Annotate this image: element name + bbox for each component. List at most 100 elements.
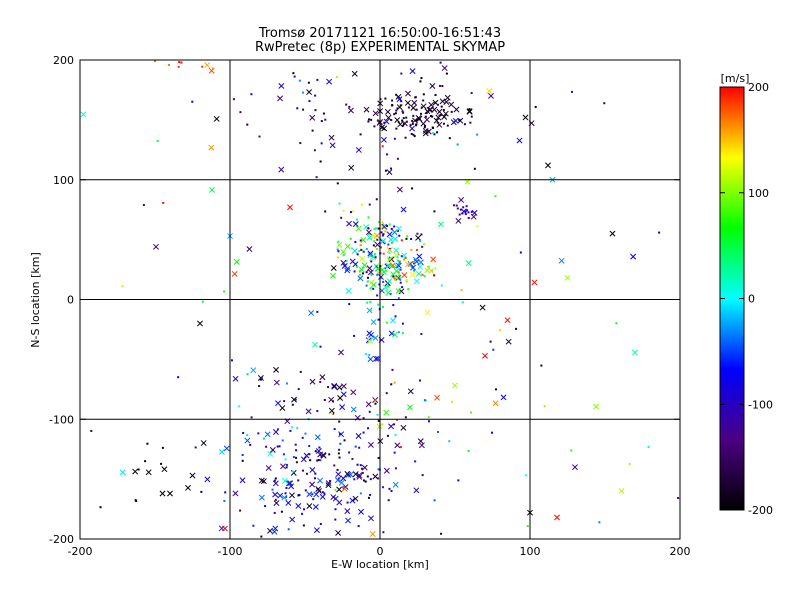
data-point-cross xyxy=(396,186,403,193)
data-point-dot xyxy=(423,399,426,402)
data-point-cross xyxy=(281,494,288,501)
data-point-cross xyxy=(488,92,494,99)
data-point-dot xyxy=(388,247,391,250)
data-point-dot xyxy=(396,229,399,232)
data-point-cross xyxy=(345,287,352,294)
data-point-dot xyxy=(212,67,215,70)
data-point-dot xyxy=(318,446,321,449)
data-point-cross xyxy=(418,442,425,449)
data-point-cross xyxy=(317,477,324,484)
data-point-cross xyxy=(394,117,401,123)
data-point-cross xyxy=(368,515,374,522)
data-point-cross xyxy=(349,258,356,265)
data-point-dot xyxy=(334,508,337,511)
data-point-dot xyxy=(423,243,426,246)
data-point-dot xyxy=(286,463,289,466)
data-point-cross xyxy=(335,471,342,478)
data-point-dot xyxy=(343,264,346,267)
data-point-cross xyxy=(326,78,333,85)
data-point-dot xyxy=(260,535,263,538)
data-point-dot xyxy=(354,445,357,448)
data-point-cross xyxy=(448,101,455,108)
data-point-dot xyxy=(293,75,296,78)
data-point-dot xyxy=(324,210,327,213)
data-point-dot xyxy=(467,450,470,453)
data-point-dot xyxy=(294,443,297,446)
data-point-cross xyxy=(429,83,436,89)
data-point-cross xyxy=(479,304,486,311)
data-point-cross xyxy=(281,477,288,484)
data-point-dot xyxy=(433,499,436,502)
data-point-dot xyxy=(394,315,397,318)
data-point-dot xyxy=(232,98,235,101)
data-point-dot xyxy=(416,232,419,235)
y-tick-label: 100 xyxy=(53,174,74,187)
data-point-cross xyxy=(367,252,374,259)
data-point-dot xyxy=(369,493,372,496)
data-point-dot xyxy=(421,273,424,276)
data-point-dot xyxy=(433,133,436,136)
data-point-dot xyxy=(387,285,390,288)
data-point-dot xyxy=(469,411,472,414)
data-point-dot xyxy=(598,521,601,524)
data-point-cross xyxy=(344,508,351,515)
data-point-dot xyxy=(467,216,470,219)
colorbar-tick-label: 100 xyxy=(748,187,769,200)
data-point-cross xyxy=(382,284,389,291)
data-point-dot xyxy=(362,479,365,482)
data-point-cross xyxy=(373,355,380,362)
data-point-cross xyxy=(350,389,357,396)
data-point-cross xyxy=(356,473,363,480)
data-point-dot xyxy=(373,228,376,231)
data-point-dot xyxy=(273,511,276,514)
data-point-dot xyxy=(370,260,373,263)
data-point-dot xyxy=(278,445,281,448)
data-point-dot xyxy=(398,234,401,237)
data-point-dot xyxy=(385,392,388,395)
data-point-dot xyxy=(397,271,400,274)
data-point-dot xyxy=(252,524,255,527)
data-point-dot xyxy=(448,440,451,443)
data-point-dot xyxy=(382,252,385,255)
data-point-dot xyxy=(348,451,351,454)
data-point-cross xyxy=(306,89,313,96)
data-point-dot xyxy=(355,218,358,221)
data-point-dot xyxy=(336,182,339,185)
data-point-dot xyxy=(367,120,370,123)
data-point-dot xyxy=(422,93,425,96)
data-point-dot xyxy=(382,280,385,283)
data-point-dot xyxy=(515,327,518,330)
y-axis-label: N-S location [km] xyxy=(29,252,42,348)
data-point-cross xyxy=(218,448,225,455)
data-point-cross xyxy=(376,120,383,126)
data-point-dot xyxy=(334,518,337,521)
data-point-dot xyxy=(434,93,437,96)
data-point-dot xyxy=(440,532,443,535)
data-point-dot xyxy=(281,439,284,442)
data-point-dot xyxy=(450,400,453,403)
data-point-dot xyxy=(194,446,197,449)
data-point-dot xyxy=(423,275,426,278)
data-points xyxy=(80,60,680,538)
data-point-dot xyxy=(316,410,319,413)
data-point-dot xyxy=(323,398,326,401)
data-point-dot xyxy=(456,207,459,210)
data-point-cross xyxy=(505,338,512,345)
data-point-dot xyxy=(201,300,204,303)
data-point-dot xyxy=(224,491,227,494)
data-point-dot xyxy=(355,266,358,269)
data-point-dot xyxy=(393,277,396,280)
data-point-cross xyxy=(482,352,488,359)
data-point-dot xyxy=(336,256,339,259)
data-point-cross xyxy=(258,494,265,501)
data-point-dot xyxy=(297,388,300,391)
data-point-cross xyxy=(358,508,364,515)
data-point-dot xyxy=(409,124,412,127)
data-point-dot xyxy=(167,63,170,66)
data-point-dot xyxy=(380,231,383,234)
data-point-dot xyxy=(282,453,285,456)
data-point-dot xyxy=(296,426,299,429)
data-point-cross xyxy=(344,265,351,272)
data-point-dot xyxy=(401,286,404,289)
data-point-dot xyxy=(385,270,388,273)
